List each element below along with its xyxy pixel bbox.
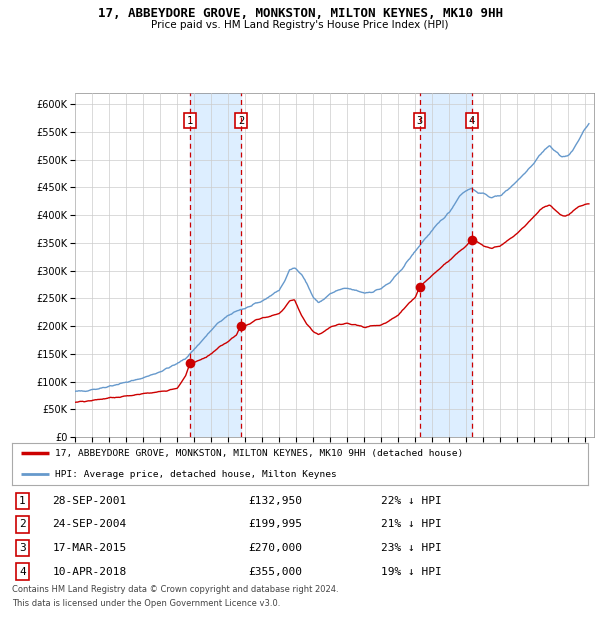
Text: 22% ↓ HPI: 22% ↓ HPI — [380, 496, 442, 506]
Text: £355,000: £355,000 — [248, 567, 302, 577]
Text: 17, ABBEYDORE GROVE, MONKSTON, MILTON KEYNES, MK10 9HH: 17, ABBEYDORE GROVE, MONKSTON, MILTON KE… — [97, 7, 503, 20]
Text: 17, ABBEYDORE GROVE, MONKSTON, MILTON KEYNES, MK10 9HH (detached house): 17, ABBEYDORE GROVE, MONKSTON, MILTON KE… — [55, 449, 463, 458]
Bar — [419, 93, 472, 437]
Text: 4: 4 — [469, 116, 475, 126]
Text: £132,950: £132,950 — [248, 496, 302, 506]
Text: 1: 1 — [19, 496, 26, 506]
Bar — [190, 93, 241, 437]
Text: 24-SEP-2004: 24-SEP-2004 — [52, 520, 127, 529]
Text: 4: 4 — [19, 567, 26, 577]
Text: 19% ↓ HPI: 19% ↓ HPI — [380, 567, 442, 577]
Text: Price paid vs. HM Land Registry's House Price Index (HPI): Price paid vs. HM Land Registry's House … — [151, 20, 449, 30]
Text: This data is licensed under the Open Government Licence v3.0.: This data is licensed under the Open Gov… — [12, 599, 280, 608]
Text: 3: 3 — [19, 543, 26, 553]
Text: 23% ↓ HPI: 23% ↓ HPI — [380, 543, 442, 553]
Text: 28-SEP-2001: 28-SEP-2001 — [52, 496, 127, 506]
Text: £199,995: £199,995 — [248, 520, 302, 529]
Text: 2: 2 — [238, 116, 244, 126]
Text: £270,000: £270,000 — [248, 543, 302, 553]
Text: 10-APR-2018: 10-APR-2018 — [52, 567, 127, 577]
Text: 1: 1 — [187, 116, 193, 126]
Text: 21% ↓ HPI: 21% ↓ HPI — [380, 520, 442, 529]
Text: Contains HM Land Registry data © Crown copyright and database right 2024.: Contains HM Land Registry data © Crown c… — [12, 585, 338, 595]
Text: 17-MAR-2015: 17-MAR-2015 — [52, 543, 127, 553]
Text: HPI: Average price, detached house, Milton Keynes: HPI: Average price, detached house, Milt… — [55, 470, 337, 479]
Text: 3: 3 — [416, 116, 423, 126]
Text: 2: 2 — [19, 520, 26, 529]
